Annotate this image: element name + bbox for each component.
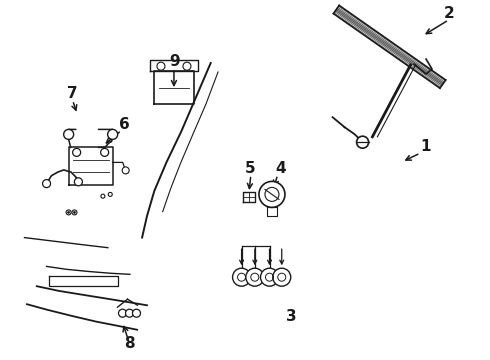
Text: 6: 6 xyxy=(119,117,130,132)
Text: 8: 8 xyxy=(124,336,135,351)
Text: 1: 1 xyxy=(420,139,431,154)
Circle shape xyxy=(43,180,50,188)
Circle shape xyxy=(108,129,118,139)
Circle shape xyxy=(157,62,165,70)
Circle shape xyxy=(233,268,250,286)
Text: 2: 2 xyxy=(443,6,454,21)
Circle shape xyxy=(73,148,81,156)
Text: 3: 3 xyxy=(286,309,297,324)
Circle shape xyxy=(100,148,109,156)
Circle shape xyxy=(122,167,129,174)
Circle shape xyxy=(68,211,70,213)
Text: 9: 9 xyxy=(169,54,180,69)
Circle shape xyxy=(183,62,191,70)
Circle shape xyxy=(119,309,126,317)
Text: 4: 4 xyxy=(275,161,286,176)
Circle shape xyxy=(357,136,368,148)
Circle shape xyxy=(64,129,74,139)
Text: 5: 5 xyxy=(245,161,255,176)
Circle shape xyxy=(66,210,71,215)
Circle shape xyxy=(259,181,285,207)
Circle shape xyxy=(72,210,77,215)
Circle shape xyxy=(261,268,278,286)
Circle shape xyxy=(74,178,82,186)
Text: 7: 7 xyxy=(67,86,78,101)
Circle shape xyxy=(246,268,264,286)
Circle shape xyxy=(125,309,133,317)
Circle shape xyxy=(132,309,141,317)
Circle shape xyxy=(273,268,291,286)
Circle shape xyxy=(74,211,75,213)
